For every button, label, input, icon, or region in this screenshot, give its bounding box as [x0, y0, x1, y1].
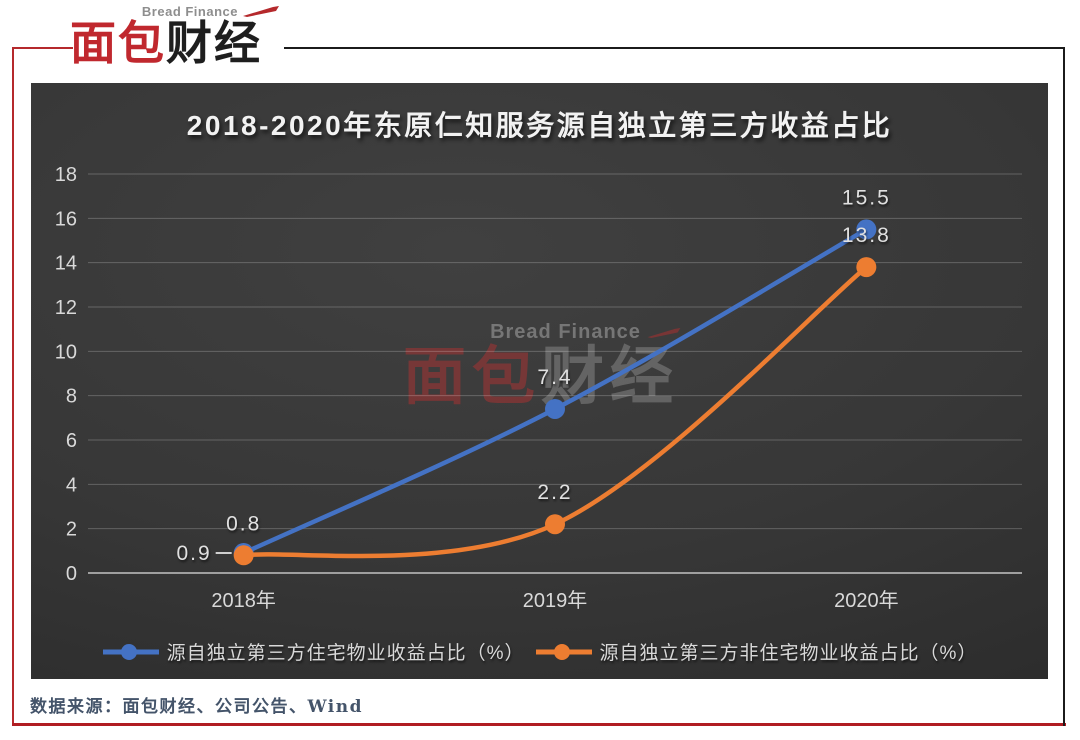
y-tick-label: 8 — [66, 386, 77, 408]
frame-top-black-border — [284, 47, 1065, 49]
frame-left-border — [12, 47, 14, 726]
data-label: 7.4 — [537, 366, 572, 389]
y-tick-label: 0 — [66, 563, 77, 585]
data-point — [856, 219, 877, 240]
y-tick-label: 6 — [66, 430, 77, 452]
legend-item: 源自独立第三方住宅物业收益占比（%） — [102, 638, 525, 665]
x-tick-label: 2020年 — [834, 589, 899, 612]
frame-right-border — [1063, 47, 1065, 726]
x-tick-label: 2019年 — [523, 589, 588, 612]
legend-label: 源自独立第三方非住宅物业收益占比（%） — [599, 643, 978, 664]
y-tick-label: 18 — [55, 164, 77, 186]
data-label: 13.8 — [842, 224, 891, 247]
x-tick-label: 2018年 — [211, 589, 276, 612]
legend-marker-icon — [102, 643, 159, 660]
data-label: 0.8 — [226, 512, 261, 535]
y-tick-label: 10 — [55, 341, 77, 363]
y-tick-label: 16 — [55, 208, 77, 230]
y-tick-label: 12 — [55, 297, 77, 319]
logo-brand-dark: 财经 — [166, 17, 262, 69]
logo-tagline: Bread Finance — [141, 4, 238, 19]
plot-svg: 0 2 4 6 8 10 12 14 16 18 2018年 2019年 2020年 0.9 7.4 15.5… — [55, 164, 1022, 612]
y-tick-label: 4 — [66, 474, 77, 496]
logo-brand-text: 面包财经 — [70, 19, 285, 67]
frame-top-red-border — [12, 47, 73, 49]
legend-item: 源自独立第三方非住宅物业收益占比（%） — [535, 638, 978, 665]
data-point — [233, 545, 254, 566]
chart-title: 2018-2020年东原仁知服务源自独立第三方收益占比 — [186, 110, 893, 141]
series-line — [241, 227, 869, 556]
source-note: 数据来源：面包财经、公司公告、Wind — [30, 697, 363, 717]
data-point — [545, 514, 565, 535]
logo-tagline-row: Bread Finance — [70, 4, 285, 19]
logo-brand-red: 面包 — [70, 17, 166, 69]
data-label: 15.5 — [842, 186, 891, 209]
legend: 源自独立第三方住宅物业收益占比（%） 源自独立第三方非住宅物业收益占比（%） — [31, 638, 1048, 665]
legend-marker-icon — [535, 643, 592, 660]
y-tick-label: 14 — [55, 253, 77, 275]
data-label: 0.9 — [176, 542, 211, 565]
logo-swoosh-icon — [243, 6, 279, 17]
y-tick-label: 2 — [66, 519, 77, 541]
data-label: 2.2 — [537, 481, 572, 504]
chart-panel: 2018-2020年东原仁知服务源自独立第三方收益占比 Bread Financ… — [31, 83, 1048, 679]
brand-logo: Bread Finance 面包财经 — [70, 4, 285, 67]
data-point — [856, 257, 877, 278]
legend-label: 源自独立第三方住宅物业收益占比（%） — [166, 643, 525, 664]
data-point — [545, 398, 565, 419]
frame-bottom-border — [12, 723, 1066, 726]
